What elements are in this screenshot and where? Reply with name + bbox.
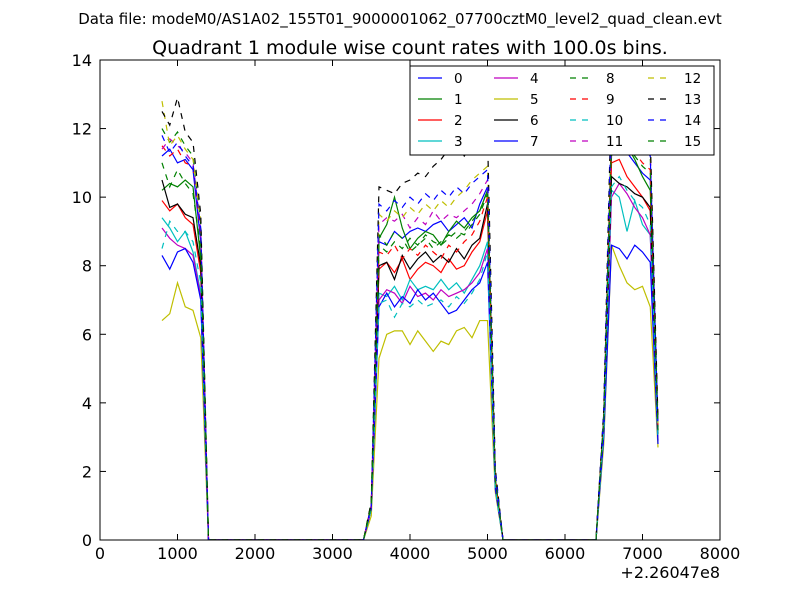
x-tick-label: 8000 — [700, 544, 741, 563]
y-tick-label: 8 — [82, 257, 92, 276]
x-tick-label: 4000 — [390, 544, 431, 563]
y-tick-label: 0 — [82, 531, 92, 550]
series-line-10 — [161, 175, 659, 540]
series-line-9 — [161, 131, 659, 540]
series-line-11 — [161, 110, 659, 540]
series-line-5 — [161, 244, 659, 540]
x-tick-label: 6000 — [545, 544, 586, 563]
series-line-4 — [161, 182, 659, 540]
y-tick-label: 6 — [82, 325, 92, 344]
legend-label-11: 11 — [606, 134, 623, 150]
legend-label-0: 0 — [454, 71, 463, 87]
x-tick-label: 3000 — [312, 544, 353, 563]
legend-label-1: 1 — [454, 92, 463, 108]
y-tick-label: 14 — [72, 51, 92, 70]
legend-label-6: 6 — [530, 113, 539, 129]
series-layer — [161, 85, 659, 540]
x-tick-label: 0 — [95, 544, 105, 563]
legend-label-2: 2 — [454, 113, 463, 129]
x-tick-label: 5000 — [467, 544, 508, 563]
legend-label-8: 8 — [606, 71, 615, 87]
legend-label-14: 14 — [684, 113, 701, 129]
x-offset-label: +2.26047e8 — [620, 563, 720, 582]
legend-label-10: 10 — [606, 113, 623, 129]
legend-label-5: 5 — [530, 92, 539, 108]
legend-label-15: 15 — [684, 134, 701, 150]
x-tick-label: 2000 — [235, 544, 276, 563]
series-line-0 — [161, 133, 659, 540]
series-line-14 — [161, 106, 659, 540]
series-line-13 — [161, 85, 659, 540]
legend-label-3: 3 — [454, 134, 463, 150]
series-line-3 — [161, 188, 659, 540]
x-tick-label: 7000 — [622, 544, 663, 563]
series-line-7 — [161, 244, 659, 540]
chart-title: Quadrant 1 module wise count rates with … — [152, 37, 668, 59]
y-tick-label: 2 — [82, 462, 92, 481]
x-tick-label: 1000 — [157, 544, 198, 563]
axis-ticks: 0 1000 2000 3000 4000 5000 6000 7000 80000246810… — [72, 51, 741, 563]
legend-label-4: 4 — [530, 71, 539, 87]
legend-label-13: 13 — [684, 92, 701, 108]
legend-label-7: 7 — [530, 134, 539, 150]
legend-box — [409, 65, 715, 156]
legend-label-9: 9 — [606, 92, 615, 108]
series-line-6 — [161, 175, 659, 540]
legend-label-12: 12 — [684, 71, 701, 87]
series-line-15 — [161, 134, 659, 540]
figure-suptitle: Data file: modeM0/AS1A02_155T01_90000010… — [78, 10, 722, 29]
y-tick-label: 4 — [82, 394, 92, 413]
y-tick-label: 12 — [72, 120, 92, 139]
y-tick-label: 10 — [72, 188, 92, 207]
